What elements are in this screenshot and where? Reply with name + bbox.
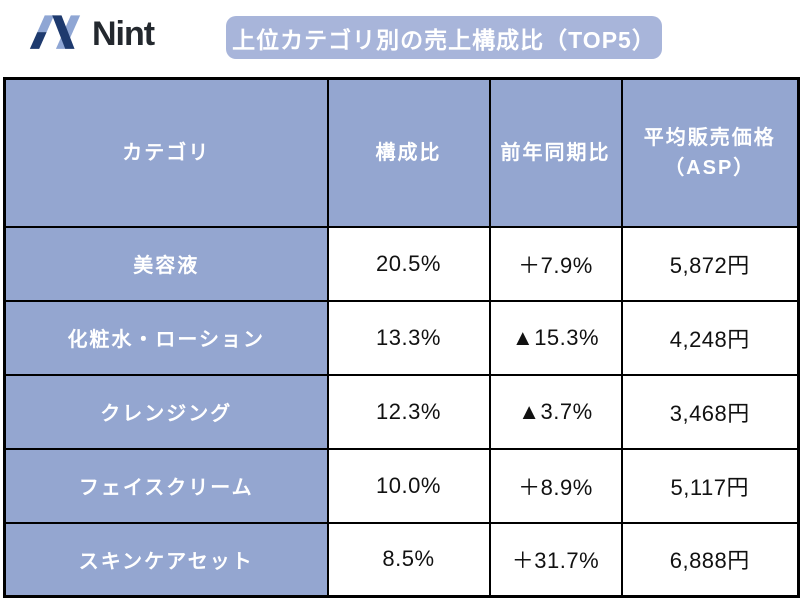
row-yoy: ＋31.7% xyxy=(488,521,623,598)
row-share: 10.0% xyxy=(326,447,491,524)
row-asp: 5,117円 xyxy=(620,447,800,524)
table-row: クレンジング 12.3% ▲3.7% 3,468円 xyxy=(3,373,800,450)
category-sales-table: カテゴリ 構成比 前年同期比 平均販売価格 （ASP） 美容液 20.5% ＋7.… xyxy=(3,77,800,598)
row-share: 12.3% xyxy=(326,373,491,450)
nint-logo-text: Nint xyxy=(92,14,155,53)
column-header-yoy: 前年同期比 xyxy=(488,77,623,228)
row-yoy: ＋7.9% xyxy=(488,225,623,302)
row-category: 化粧水・ローション xyxy=(3,299,329,376)
row-share: 8.5% xyxy=(326,521,491,598)
row-yoy: ▲15.3% xyxy=(488,299,623,376)
row-yoy: ▲3.7% xyxy=(488,373,623,450)
title-banner: 上位カテゴリ別の売上構成比（TOP5） xyxy=(226,16,662,59)
row-asp: 6,888円 xyxy=(620,521,800,598)
row-asp: 5,872円 xyxy=(620,225,800,302)
row-yoy: ＋8.9% xyxy=(488,447,623,524)
row-share: 13.3% xyxy=(326,299,491,376)
row-share: 20.5% xyxy=(326,225,491,302)
column-header-asp-line2: （ASP） xyxy=(664,156,756,179)
row-category: スキンケアセット xyxy=(3,521,329,598)
row-category: クレンジング xyxy=(3,373,329,450)
row-category: フェイスクリーム xyxy=(3,447,329,524)
table-row: 美容液 20.5% ＋7.9% 5,872円 xyxy=(3,225,800,302)
nint-logo-icon xyxy=(29,15,81,49)
table-row: スキンケアセット 8.5% ＋31.7% 6,888円 xyxy=(3,521,800,598)
table-header-row: カテゴリ 構成比 前年同期比 平均販売価格 （ASP） xyxy=(3,77,800,228)
table-row: フェイスクリーム 10.0% ＋8.9% 5,117円 xyxy=(3,447,800,524)
row-asp: 4,248円 xyxy=(620,299,800,376)
column-header-share: 構成比 xyxy=(326,77,491,228)
nint-logo: Nint xyxy=(28,10,155,58)
column-header-asp-line1: 平均販売価格 xyxy=(643,126,776,149)
row-asp: 3,468円 xyxy=(620,373,800,450)
column-header-asp: 平均販売価格 （ASP） xyxy=(620,77,800,228)
column-header-category: カテゴリ xyxy=(3,77,329,228)
table-row: 化粧水・ローション 13.3% ▲15.3% 4,248円 xyxy=(3,299,800,376)
page-title: 上位カテゴリ別の売上構成比（TOP5） xyxy=(232,26,656,53)
row-category: 美容液 xyxy=(3,225,329,302)
